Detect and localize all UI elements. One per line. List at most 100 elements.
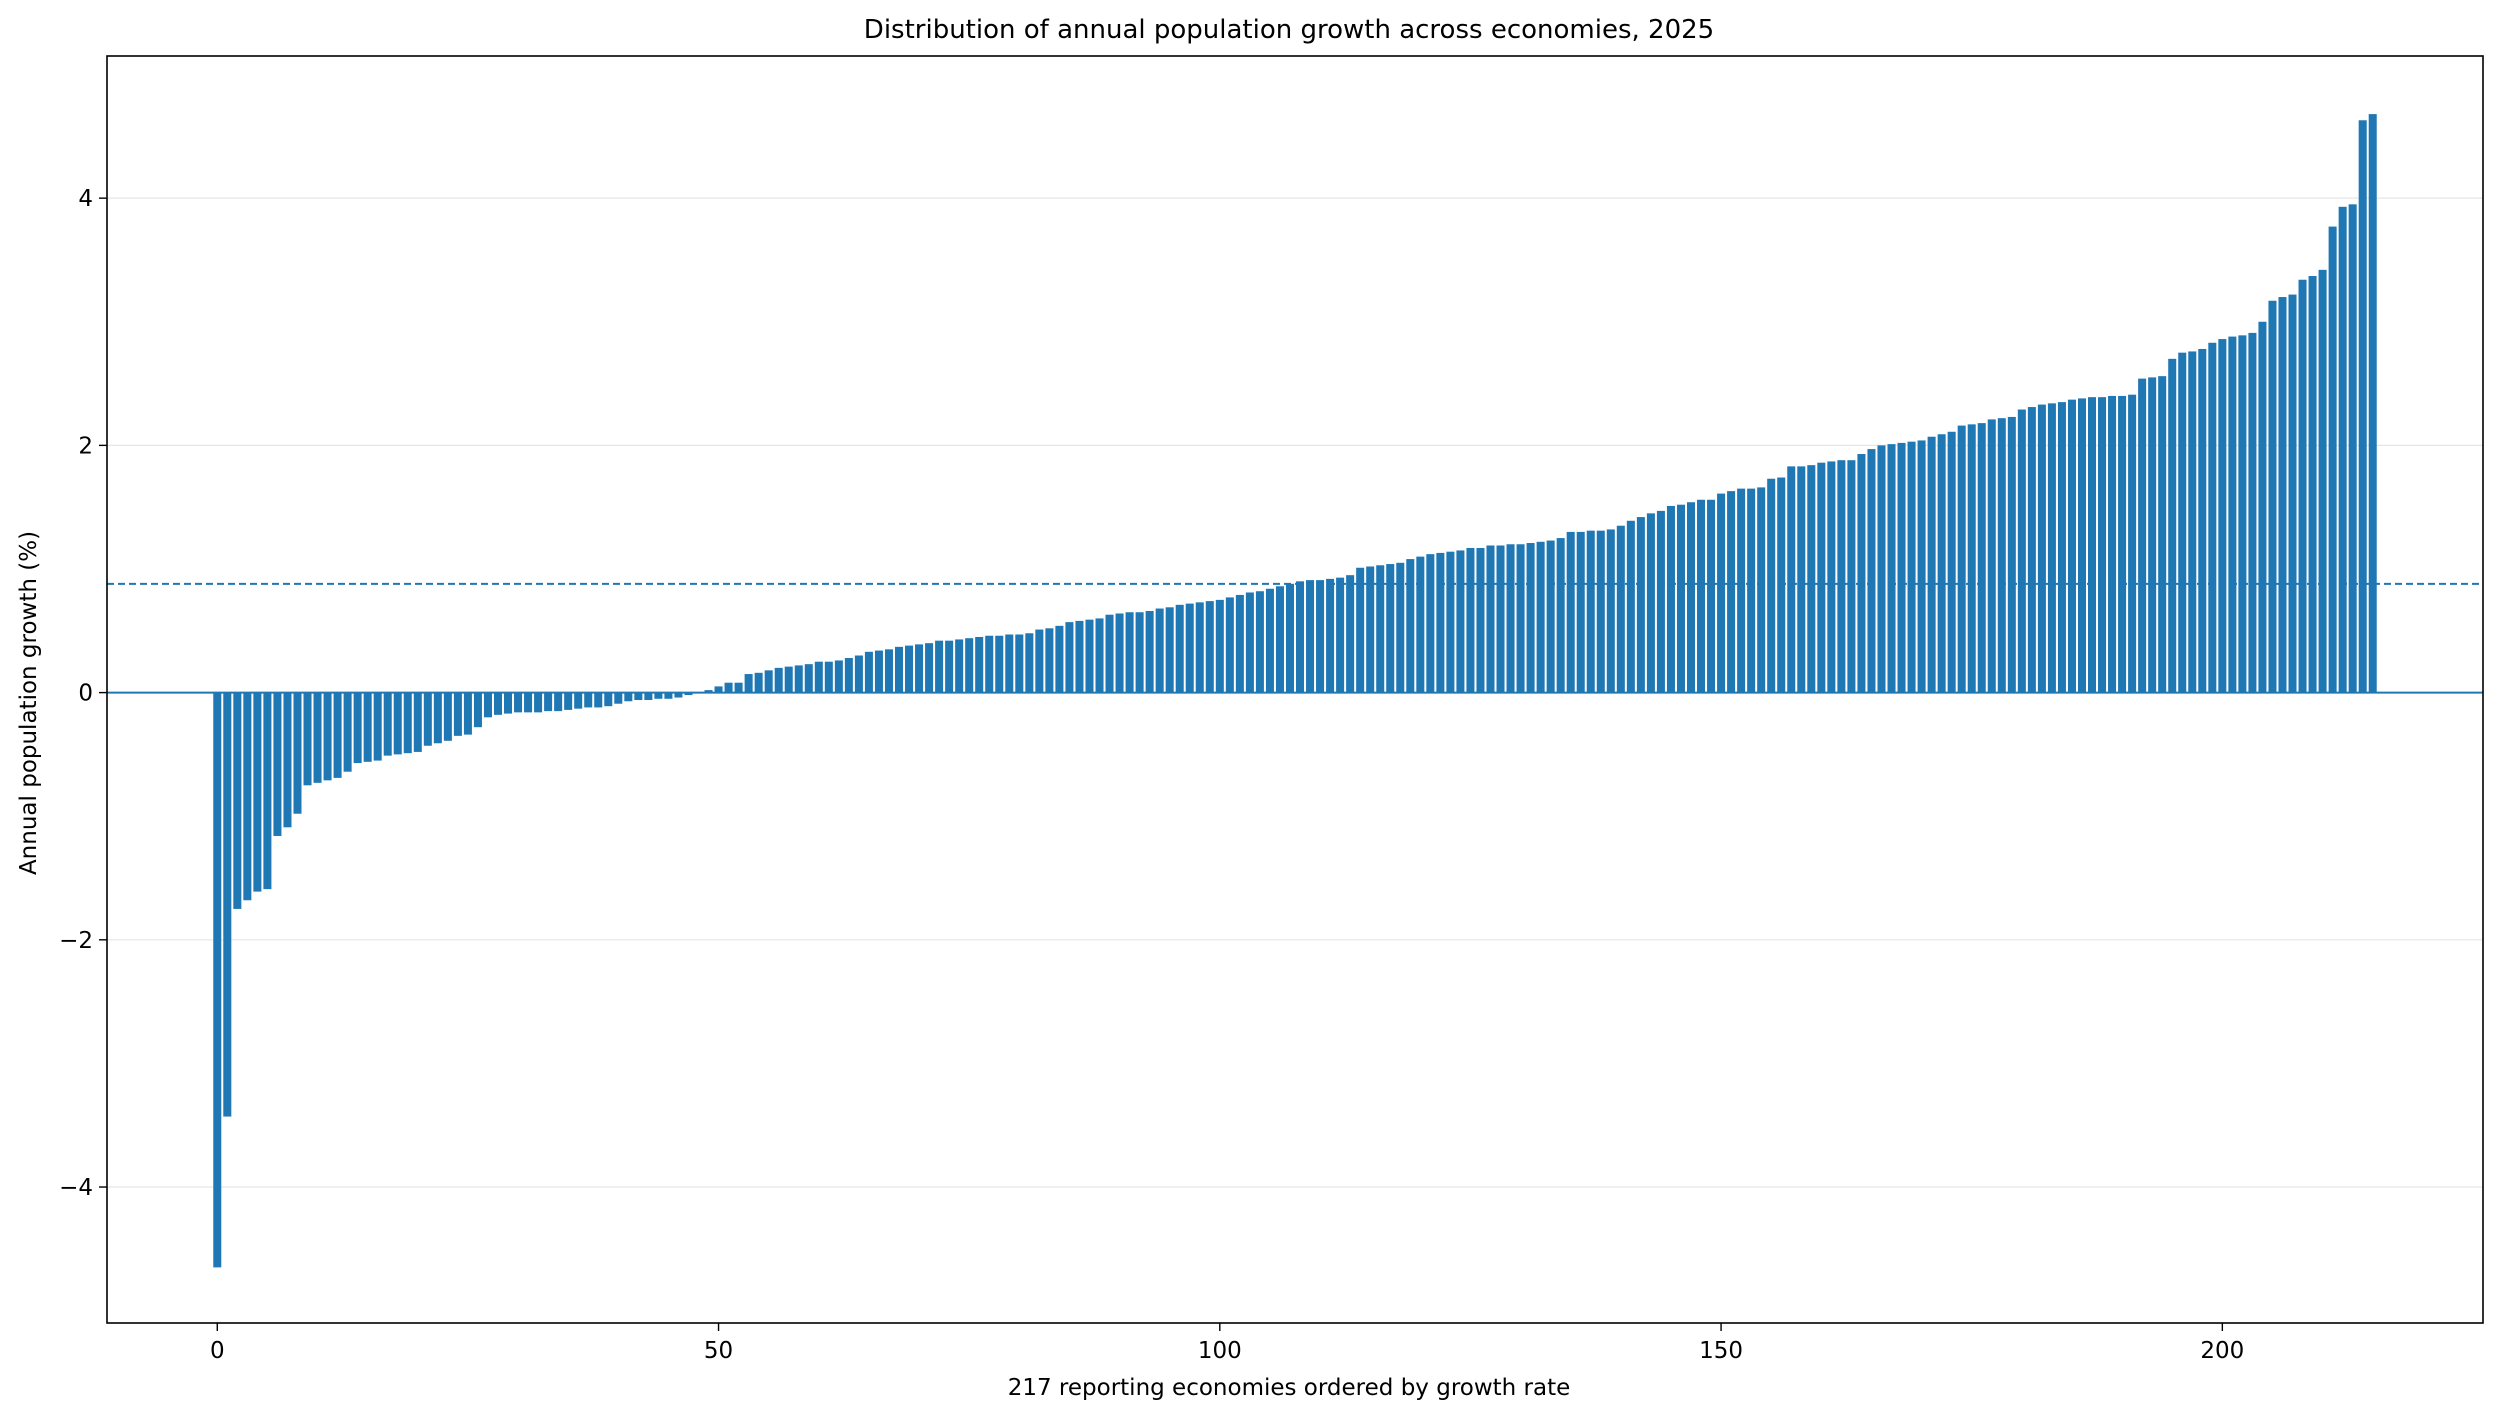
bar-197 (2188, 351, 2197, 693)
x-axis-label: 217 reporting economies ordered by growt… (1008, 1375, 1571, 1401)
bar-70 (915, 644, 924, 693)
bar-32 (534, 692, 543, 713)
bar-64 (854, 655, 863, 693)
bar-99 (1205, 601, 1214, 693)
bar-196 (2178, 352, 2187, 693)
y-tick-label-3: 2 (78, 433, 93, 459)
bar-34 (554, 692, 563, 712)
bar-173 (1947, 431, 1956, 693)
bar-22 (433, 692, 442, 744)
bar-122 (1436, 552, 1445, 693)
bar-114 (1356, 567, 1365, 693)
bar-164 (1857, 454, 1866, 693)
bar-31 (524, 692, 533, 713)
bar-9 (303, 692, 312, 786)
bar-28 (493, 692, 502, 715)
bar-176 (1977, 423, 1986, 693)
chart-title: Distribution of annual population growth… (864, 15, 1714, 45)
bar-106 (1275, 586, 1284, 693)
bar-200 (2218, 339, 2227, 693)
bar-51 (724, 682, 733, 693)
bar-66 (874, 650, 883, 693)
bar-121 (1426, 554, 1435, 693)
bar-125 (1466, 547, 1475, 693)
bar-104 (1255, 591, 1264, 693)
bar-67 (884, 649, 893, 693)
y-tick-label-1: −2 (59, 928, 93, 954)
bar-148 (1697, 499, 1706, 693)
bar-2 (233, 692, 242, 909)
bar-162 (1837, 460, 1846, 693)
bar-46 (674, 692, 683, 698)
bar-208 (2298, 279, 2307, 693)
bar-209 (2308, 276, 2317, 693)
bar-60 (814, 661, 823, 693)
bar-40 (614, 692, 623, 704)
y-tick-label-2: 0 (78, 681, 93, 707)
bar-83 (1045, 628, 1054, 693)
bar-107 (1285, 583, 1294, 693)
bar-180 (2017, 409, 2026, 693)
bar-203 (2248, 332, 2257, 693)
bar-119 (1406, 559, 1415, 693)
bar-78 (995, 635, 1004, 693)
bar-74 (955, 639, 964, 693)
bar-179 (2007, 416, 2016, 693)
plot-frame (106, 55, 2484, 1324)
y-axis-label: Annual population growth (%) (16, 531, 42, 875)
bar-188 (2098, 397, 2107, 693)
bar-59 (804, 664, 813, 693)
bar-62 (834, 660, 843, 693)
bar-116 (1376, 565, 1385, 693)
bar-111 (1326, 578, 1335, 693)
bar-36 (574, 692, 583, 709)
bar-100 (1215, 599, 1224, 693)
bar-103 (1245, 592, 1254, 693)
bar-135 (1566, 531, 1575, 693)
bar-158 (1797, 466, 1806, 693)
y-axis-ticks: −4 −2 0 2 4 (59, 186, 107, 1201)
bar-105 (1265, 588, 1274, 693)
bar-20 (413, 692, 422, 752)
bar-194 (2158, 376, 2167, 693)
bar-146 (1676, 504, 1685, 693)
bar-192 (2138, 378, 2147, 693)
bar-55 (764, 670, 773, 693)
bar-175 (1967, 424, 1976, 693)
bar-174 (1957, 425, 1966, 693)
bar-184 (2057, 402, 2066, 693)
bar-4 (253, 692, 262, 892)
bar-198 (2198, 348, 2207, 693)
bar-142 (1636, 517, 1645, 693)
bar-14 (353, 692, 362, 764)
bar-12 (333, 692, 342, 778)
bar-157 (1787, 466, 1796, 693)
bar-17 (383, 692, 392, 756)
bar-124 (1456, 550, 1465, 693)
bar-98 (1195, 602, 1204, 693)
bar-19 (403, 692, 412, 754)
bar-207 (2288, 294, 2297, 693)
bar-167 (1887, 444, 1896, 693)
bar-156 (1777, 477, 1786, 693)
bar-71 (925, 643, 934, 693)
bar-126 (1476, 547, 1485, 693)
bar-128 (1496, 545, 1505, 693)
bar-68 (894, 646, 904, 693)
bar-25 (463, 692, 472, 735)
bar-58 (794, 665, 803, 693)
bar-21 (423, 692, 432, 746)
y-tick-label-4: 4 (78, 186, 93, 212)
bar-79 (1005, 634, 1014, 693)
bar-85 (1065, 622, 1074, 693)
bar-137 (1586, 530, 1595, 693)
bar-155 (1767, 478, 1776, 693)
bar-30 (514, 692, 523, 713)
bar-35 (564, 692, 573, 710)
x-tick-label-3: 150 (1699, 1338, 1743, 1364)
bar-201 (2228, 336, 2237, 693)
bar-193 (2148, 377, 2157, 693)
bar-153 (1747, 488, 1756, 693)
bar-185 (2067, 399, 2076, 693)
bar-182 (2037, 404, 2046, 693)
